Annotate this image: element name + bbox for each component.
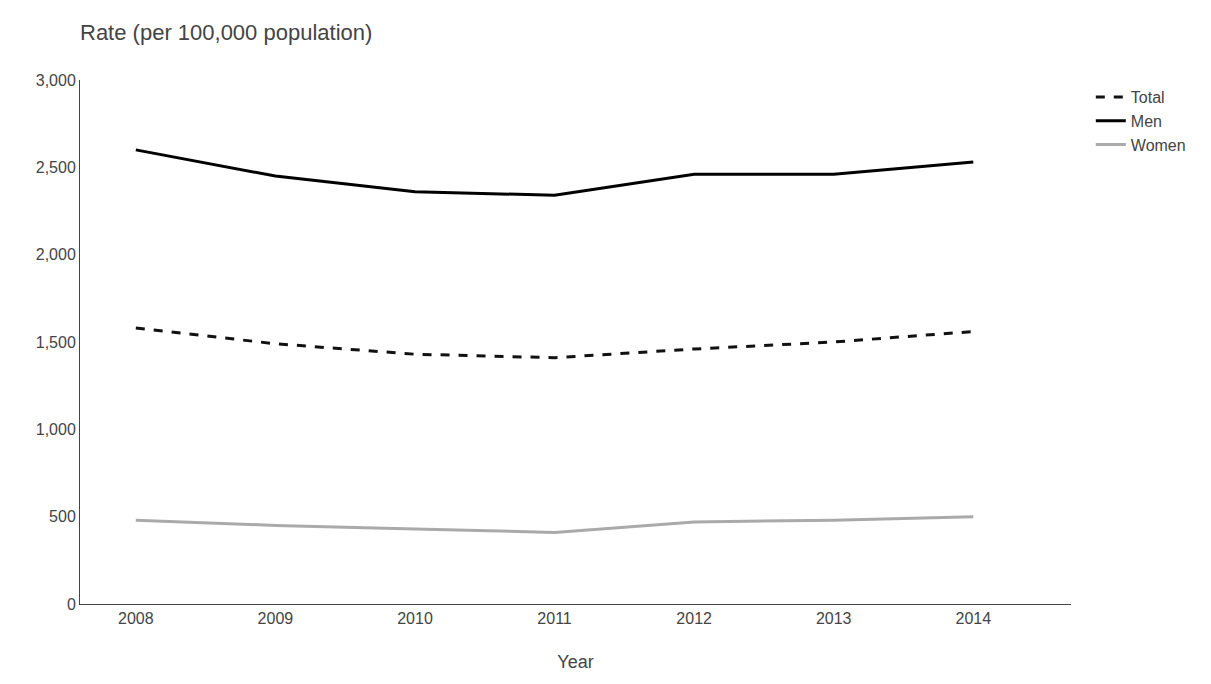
svg-text:2009: 2009 — [258, 610, 294, 627]
svg-text:Men: Men — [1131, 113, 1162, 130]
svg-text:Year: Year — [557, 652, 593, 672]
svg-text:2,500: 2,500 — [36, 159, 76, 176]
svg-text:Rate (per 100,000 population): Rate (per 100,000 population) — [80, 20, 372, 45]
svg-text:2011: 2011 — [537, 610, 572, 627]
svg-text:0: 0 — [67, 596, 76, 613]
svg-text:500: 500 — [49, 508, 76, 525]
svg-text:1,500: 1,500 — [36, 334, 76, 351]
svg-text:2010: 2010 — [397, 610, 433, 627]
svg-text:2014: 2014 — [956, 610, 992, 627]
svg-text:2,000: 2,000 — [36, 246, 76, 263]
svg-text:2013: 2013 — [816, 610, 852, 627]
svg-text:3,000: 3,000 — [36, 72, 76, 89]
svg-text:2012: 2012 — [676, 610, 712, 627]
svg-text:2008: 2008 — [118, 610, 154, 627]
svg-text:Women: Women — [1131, 137, 1186, 154]
svg-text:Total: Total — [1131, 89, 1165, 106]
svg-text:1,000: 1,000 — [36, 421, 76, 438]
